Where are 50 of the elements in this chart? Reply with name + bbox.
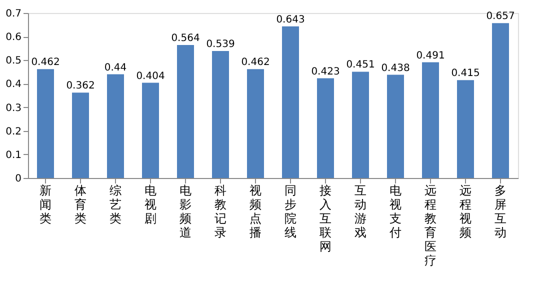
- bar: [107, 74, 124, 178]
- data-label: 0.462: [241, 57, 270, 68]
- x-tick-label: 电视剧: [144, 184, 156, 226]
- y-tick-label: 0.3: [6, 102, 22, 114]
- x-tick-label: 体育类: [74, 184, 86, 226]
- data-label: 0.462: [31, 57, 60, 68]
- bar: [247, 69, 264, 178]
- data-label: 0.491: [416, 50, 445, 62]
- x-tick-label: 多屏互动: [494, 184, 506, 240]
- data-label: 0.404: [136, 70, 165, 82]
- data-label: 0.438: [381, 62, 410, 74]
- data-label: 0.564: [171, 33, 200, 44]
- y-tick-label: 0.4: [6, 79, 22, 90]
- bar: [212, 50, 229, 178]
- x-tick-label: 互动游戏: [354, 184, 366, 240]
- data-label: 0.423: [311, 66, 340, 78]
- data-label: 0.451: [346, 60, 375, 71]
- x-tick-label: 同步院线: [284, 184, 296, 240]
- x-tick-label: 远程教育医疗: [424, 184, 436, 268]
- bar: [492, 23, 509, 178]
- x-tick-label: 电影频道: [180, 184, 192, 240]
- bar: [177, 45, 194, 178]
- data-label: 0.657: [486, 11, 515, 22]
- data-label: 0.415: [451, 68, 480, 80]
- x-tick-label: 视频点播: [250, 184, 262, 240]
- bar: [422, 62, 439, 178]
- data-label: 0.44: [104, 62, 127, 74]
- x-tick-label: 电视支付: [388, 184, 402, 240]
- y-tick-label: 0.7: [6, 8, 22, 20]
- data-label: 0.362: [66, 80, 95, 92]
- x-tick-label: 接入互联网: [320, 184, 332, 254]
- bar: [317, 78, 334, 178]
- x-tick-label: 综艺类: [110, 184, 122, 226]
- y-tick-label: 0.5: [6, 56, 22, 67]
- data-label: 0.539: [206, 38, 235, 50]
- x-tick-label: 远程视频: [460, 184, 472, 240]
- bar: [37, 69, 54, 178]
- bar: [352, 72, 369, 178]
- y-tick-label: 0.6: [6, 32, 22, 44]
- y-tick-label: 0.1: [6, 150, 22, 161]
- bar: [142, 82, 159, 178]
- x-tick-label: 新闻类: [40, 184, 52, 226]
- x-tick-label: 科教记录: [214, 184, 226, 240]
- data-label: 0.643: [276, 14, 305, 26]
- bar: [72, 92, 89, 178]
- bar: [387, 74, 404, 178]
- y-tick-label: 0: [15, 174, 22, 184]
- bar: [457, 80, 474, 178]
- bar: [282, 26, 299, 178]
- y-tick-label: 0.2: [6, 126, 22, 138]
